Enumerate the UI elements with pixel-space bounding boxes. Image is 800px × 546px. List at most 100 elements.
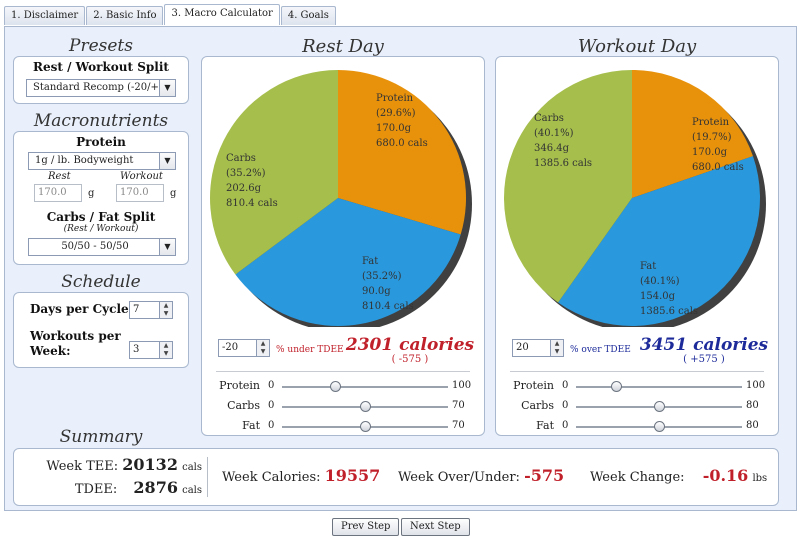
workout-day-title: Workout Day bbox=[577, 36, 697, 57]
slider-min: 0 bbox=[268, 400, 275, 411]
divider bbox=[216, 371, 470, 372]
pie-label-carbs: Carbs (40.1%) 346.4g 1385.6 cals bbox=[534, 113, 592, 169]
chevron-up-icon[interactable]: ▲ bbox=[554, 340, 560, 347]
slider-track[interactable] bbox=[282, 386, 448, 388]
carbs-fat-split-value: 50/50 - 50/50 bbox=[61, 241, 129, 252]
workout-calories: 3451 calories bbox=[639, 335, 769, 355]
week-tee-value: 20132 bbox=[122, 455, 178, 474]
tab-basic-info[interactable]: 2. Basic Info bbox=[86, 6, 164, 25]
chevron-down-icon[interactable]: ▼ bbox=[554, 348, 560, 355]
workout-tdee-percent-value: 20 bbox=[516, 342, 529, 353]
workout-unit: g bbox=[170, 188, 177, 199]
preset-select[interactable]: Standard Recomp (-20/+20) ▼ bbox=[26, 79, 176, 97]
slider-label: Fat bbox=[242, 419, 260, 432]
presets-box: Rest / Workout Split Standard Recomp (-2… bbox=[13, 56, 189, 104]
tdee-value: 2876 bbox=[133, 478, 178, 497]
pie-label-fat: Fat (35.2%) 90.0g 810.4 cals bbox=[362, 256, 414, 312]
rest-protein-field[interactable]: 170.0 bbox=[34, 184, 82, 202]
days-per-cycle-stepper[interactable]: 7 ▲ ▼ bbox=[129, 301, 173, 319]
slider-thumb[interactable] bbox=[360, 421, 371, 432]
workouts-per-week-stepper[interactable]: 3 ▲ ▼ bbox=[129, 341, 173, 359]
chevron-down-icon[interactable]: ▼ bbox=[260, 348, 266, 355]
days-per-cycle-label: Days per Cycle: bbox=[30, 302, 134, 316]
slider-label: Carbs bbox=[521, 399, 554, 412]
chevron-down-icon[interactable]: ▼ bbox=[159, 80, 175, 96]
slider-carbs: Carbs 0 70 bbox=[202, 399, 484, 415]
slider-thumb[interactable] bbox=[360, 401, 371, 412]
tab-goals[interactable]: 4. Goals bbox=[280, 6, 336, 25]
macronutrients-box: Protein 1g / lb. Bodyweight ▼ Rest Worko… bbox=[13, 131, 189, 265]
pie-label-protein: Protein (29.6%) 170.0g 680.0 cals bbox=[376, 93, 428, 149]
slider-carbs: Carbs 0 80 bbox=[496, 399, 778, 415]
slider-label: Protein bbox=[219, 379, 260, 392]
slider-thumb[interactable] bbox=[654, 401, 665, 412]
slider-thumb[interactable] bbox=[610, 381, 622, 392]
slider-thumb[interactable] bbox=[330, 381, 342, 392]
pie-label-protein: Protein (19.7%) 170.0g 680.0 cals bbox=[692, 117, 744, 173]
chevron-up-icon[interactable]: ▲ bbox=[163, 302, 169, 309]
rest-day-title: Rest Day bbox=[302, 36, 384, 57]
slider-min: 0 bbox=[562, 380, 569, 391]
week-change-row: Week Change: -0.16 lbs bbox=[590, 466, 767, 485]
tab-disclaimer[interactable]: 1. Disclaimer bbox=[4, 6, 86, 25]
slider-max: 100 bbox=[452, 380, 472, 391]
week-tee-row: Week TEE: 20132 cals bbox=[34, 455, 202, 474]
slider-fat: Fat 0 70 bbox=[202, 419, 484, 435]
workout-protein-field[interactable]: 170.0 bbox=[116, 184, 164, 202]
slider-track[interactable] bbox=[576, 386, 742, 388]
protein-select[interactable]: 1g / lb. Bodyweight ▼ bbox=[28, 152, 176, 170]
stepper-buttons[interactable]: ▲ ▼ bbox=[159, 342, 172, 358]
week-calories-label: Week Calories: bbox=[222, 470, 321, 485]
week-tee-unit: cals bbox=[182, 462, 202, 473]
summary-title: Summary bbox=[59, 427, 143, 447]
slider-min: 0 bbox=[562, 420, 569, 431]
slider-protein: Protein 0 100 bbox=[496, 379, 778, 395]
chevron-up-icon[interactable]: ▲ bbox=[163, 342, 169, 349]
pie-slice-carbs bbox=[210, 70, 338, 275]
workout-tdee-label: % over TDEE bbox=[570, 345, 631, 355]
rest-day-box: Protein (29.6%) 170.0g 680.0 cals Fat (35.2%)… bbox=[201, 56, 485, 436]
tdee-row: TDEE: 2876 cals bbox=[34, 478, 202, 497]
tab-bar: 1. Disclaimer 2. Basic Info 3. Macro Cal… bbox=[4, 4, 337, 26]
next-step-button[interactable]: Next Step bbox=[401, 518, 470, 536]
stepper-buttons[interactable]: ▲ ▼ bbox=[550, 340, 563, 356]
week-calories-row: Week Calories: 19557 bbox=[222, 466, 380, 485]
rest-tdee-label: % under TDEE bbox=[276, 345, 344, 355]
slider-label: Fat bbox=[536, 419, 554, 432]
rest-calorie-diff: ( -575 ) bbox=[391, 354, 429, 365]
pie-slice-carbs bbox=[504, 70, 632, 303]
carbs-fat-split-select[interactable]: 50/50 - 50/50 ▼ bbox=[28, 238, 176, 256]
preset-select-value: Standard Recomp (-20/+20) bbox=[33, 82, 176, 93]
workout-tdee-percent-stepper[interactable]: 20 ▲ ▼ bbox=[512, 339, 564, 357]
slider-label: Carbs bbox=[227, 399, 260, 412]
chevron-down-icon[interactable]: ▼ bbox=[159, 153, 175, 169]
rest-tdee-percent-value: -20 bbox=[222, 342, 239, 353]
pie-slice-fat bbox=[558, 156, 760, 326]
chevron-down-icon[interactable]: ▼ bbox=[163, 350, 169, 357]
stepper-buttons[interactable]: ▲ ▼ bbox=[159, 302, 172, 318]
week-change-unit: lbs bbox=[752, 473, 768, 484]
week-over-under-label: Week Over/Under: bbox=[398, 470, 520, 485]
slider-max: 70 bbox=[452, 400, 465, 411]
chevron-down-icon[interactable]: ▼ bbox=[163, 310, 169, 317]
workout-day-pie-chart: Protein (19.7%) 170.0g 680.0 cals Fat (40.1%)… bbox=[504, 70, 766, 327]
week-change-label: Week Change: bbox=[590, 470, 685, 485]
tab-macro-calculator[interactable]: 3. Macro Calculator bbox=[164, 4, 280, 25]
chevron-up-icon[interactable]: ▲ bbox=[260, 340, 266, 347]
rest-tdee-percent-stepper[interactable]: -20 ▲ ▼ bbox=[218, 339, 270, 357]
rest-label: Rest bbox=[48, 171, 71, 182]
slider-max: 70 bbox=[452, 420, 465, 431]
chevron-down-icon[interactable]: ▼ bbox=[159, 239, 175, 255]
summary-divider bbox=[207, 457, 208, 497]
workout-calorie-diff: ( +575 ) bbox=[683, 354, 725, 365]
prev-step-button[interactable]: Prev Step bbox=[332, 518, 400, 536]
carbs-fat-split-sub: (Rest / Workout) bbox=[63, 224, 139, 234]
week-over-under-value: -575 bbox=[524, 466, 565, 485]
workout-day-box: Protein (19.7%) 170.0g 680.0 cals Fat (40.1%)… bbox=[495, 56, 779, 436]
slider-fat: Fat 0 80 bbox=[496, 419, 778, 435]
stepper-buttons[interactable]: ▲ ▼ bbox=[256, 340, 269, 356]
slider-thumb[interactable] bbox=[654, 421, 665, 432]
days-per-cycle-value: 7 bbox=[133, 304, 140, 315]
pie-label-fat: Fat (40.1%) 154.0g 1385.6 cals bbox=[640, 261, 698, 317]
rest-calories: 2301 calories bbox=[345, 335, 475, 355]
